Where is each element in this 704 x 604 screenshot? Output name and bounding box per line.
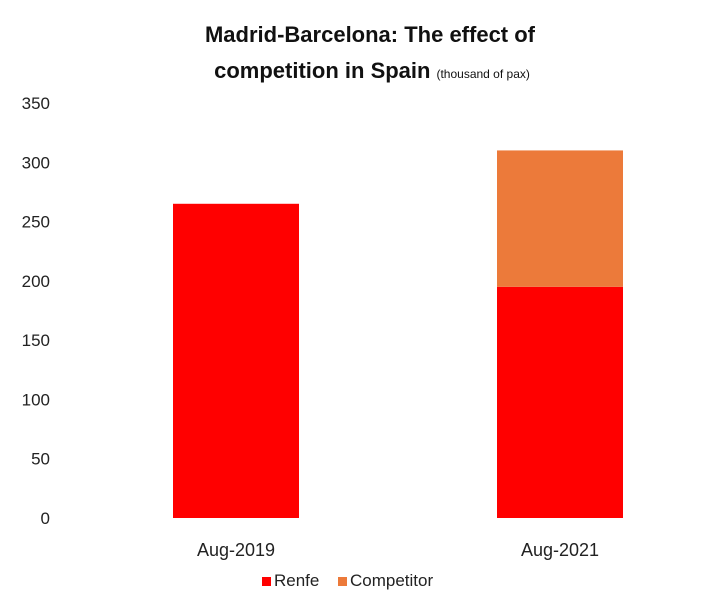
y-tick-label: 300 [22,153,50,172]
x-axis: Aug-2019 Aug-2021 [197,540,599,560]
chart-title-line2: competition in Spain (thousand of pax) [214,58,530,83]
y-tick-label: 100 [22,390,50,409]
y-axis: 0 50 100 150 200 250 300 350 [22,94,50,528]
y-tick-label: 350 [22,94,50,113]
chart-title-line1: Madrid-Barcelona: The effect of [205,22,536,47]
chart-title-line2-bold: Spain [371,58,431,83]
y-tick-label: 50 [31,450,50,469]
legend-swatch-renfe [262,577,271,586]
y-tick-label: 200 [22,272,50,291]
legend-swatch-competitor [338,577,347,586]
bars-group [173,150,623,519]
legend-label-competitor: Competitor [350,571,433,590]
chart-title-line2-main: competition in [214,58,370,83]
x-tick-label: Aug-2021 [521,540,599,560]
bar-renfe-aug-2019 [173,203,299,519]
legend-label-renfe: Renfe [274,571,319,590]
x-tick-label: Aug-2019 [197,540,275,560]
legend: Renfe Competitor [262,571,433,590]
bar-renfe-aug-2021 [497,286,623,518]
y-tick-label: 0 [41,509,50,528]
bar-competitor-aug-2021 [497,150,623,287]
chart-title-unit: (thousand of pax) [436,67,529,81]
y-tick-label: 150 [22,331,50,350]
y-tick-label: 250 [22,213,50,232]
